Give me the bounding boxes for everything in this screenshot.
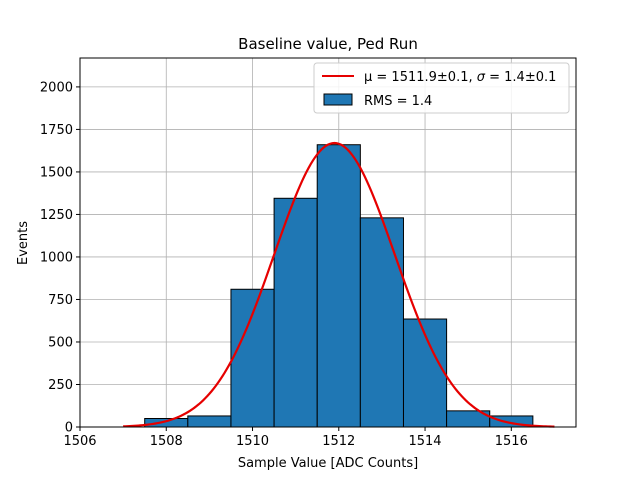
y-tick-label: 750 [48, 293, 73, 308]
y-tick-label: 0 [65, 421, 73, 436]
y-tick-label: 2000 [40, 80, 73, 95]
y-tick-label: 1750 [40, 123, 73, 138]
histogram-bar [144, 417, 189, 428]
x-axis-label: Sample Value [ADC Counts] [238, 456, 418, 471]
histogram-bar [316, 144, 361, 428]
legend-fit-label: μ = 1511.9±0.1, σ = 1.4±0.1 [364, 70, 556, 85]
x-axis-ticks: 1506 1508 1510 1512 1514 1516 [63, 427, 528, 449]
x-tick-label: 1514 [408, 434, 441, 449]
legend-hist-label: RMS = 1.4 [364, 94, 432, 109]
x-tick-label: 1510 [236, 434, 269, 449]
histogram-bar [230, 288, 275, 428]
x-tick-label: 1516 [495, 434, 528, 449]
histogram-bar [187, 415, 232, 428]
legend: μ = 1511.9±0.1, σ = 1.4±0.1 RMS = 1.4 [313, 62, 570, 114]
y-tick-label: 1000 [40, 250, 73, 265]
x-tick-label: 1506 [63, 434, 96, 449]
y-tick-label: 250 [48, 378, 73, 393]
chart-title: Baseline value, Ped Run [238, 35, 418, 53]
plot-frame [79, 57, 577, 428]
legend-box [313, 62, 570, 114]
x-tick-label: 1508 [150, 434, 183, 449]
gaussian-fit [123, 141, 555, 428]
y-axis-label: Events [16, 221, 31, 265]
fit-curve [123, 141, 555, 428]
y-tick-label: 1500 [40, 165, 73, 180]
histogram-bar [359, 217, 404, 428]
y-tick-label: 500 [48, 335, 73, 350]
x-tick-label: 1512 [322, 434, 355, 449]
histogram-bar [273, 197, 318, 428]
y-axis-ticks: 0 250 500 750 1000 1250 1500 1750 2000 [40, 80, 80, 436]
legend-hist-swatch [323, 93, 353, 106]
y-tick-label: 1250 [40, 208, 73, 223]
